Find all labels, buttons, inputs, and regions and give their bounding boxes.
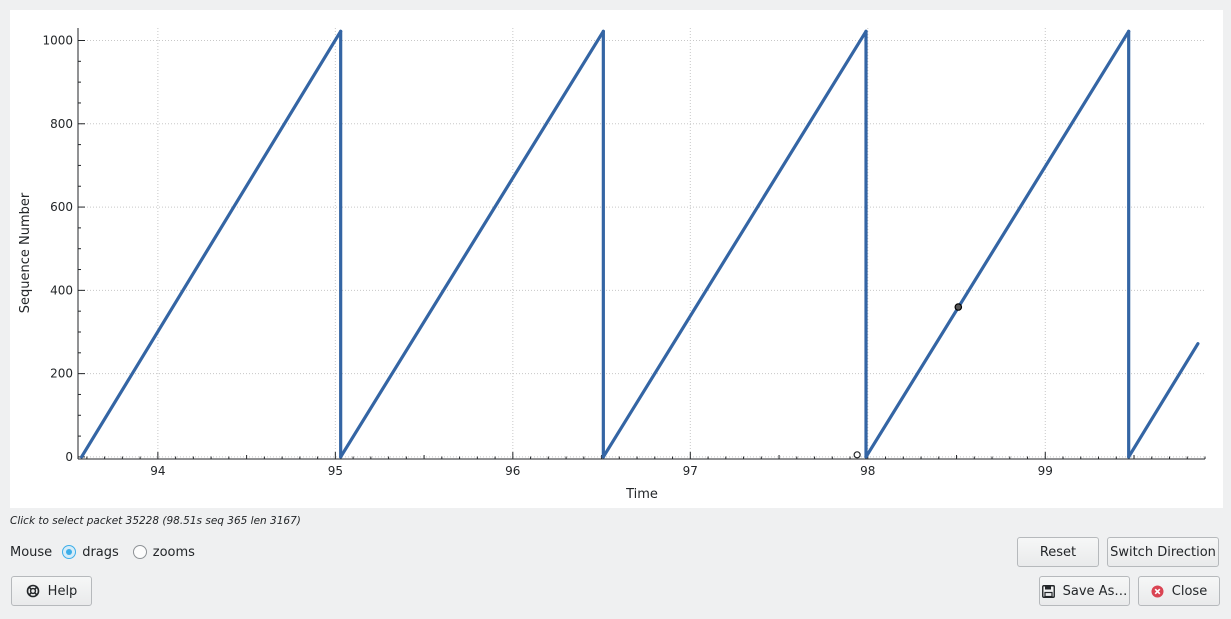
x-tick-label: 96 bbox=[505, 464, 520, 478]
drags-radio-label: drags bbox=[82, 544, 119, 560]
x-tick-label: 99 bbox=[1038, 464, 1053, 478]
status-hint: Click to select packet 35228 (98.51s seq… bbox=[10, 515, 301, 527]
selected-packet-marker bbox=[954, 303, 963, 311]
y-tick-label: 800 bbox=[50, 117, 73, 131]
lifebuoy-icon bbox=[26, 584, 40, 598]
switch-direction-button[interactable]: Switch Direction bbox=[1107, 537, 1219, 567]
open-circle-marker bbox=[853, 451, 861, 459]
y-tick-label: 1000 bbox=[42, 33, 73, 47]
x-tick-label: 97 bbox=[683, 464, 698, 478]
y-tick-label: 600 bbox=[50, 200, 73, 214]
x-tick-label: 94 bbox=[150, 464, 165, 478]
mouse-label: Mouse bbox=[10, 544, 53, 560]
sequence-segment bbox=[1127, 342, 1200, 459]
help-button[interactable]: Help bbox=[11, 576, 92, 606]
close-button-label: Close bbox=[1171, 583, 1208, 599]
y-tick-label: 0 bbox=[65, 450, 73, 464]
floppy-disk-icon bbox=[1041, 584, 1055, 598]
red-x-circle-icon bbox=[1151, 585, 1164, 598]
graph-panel[interactable]: 94 95 96 97 98 99 0 200 400 600 800 1000 Time Seque… bbox=[10, 10, 1223, 508]
x-tick-label: 98 bbox=[860, 464, 875, 478]
sequence-segment bbox=[601, 29, 868, 459]
drags-radio[interactable]: drags bbox=[62, 545, 119, 560]
help-button-label: Help bbox=[47, 583, 78, 599]
zooms-radio-label: zooms bbox=[152, 544, 195, 560]
mouse-mode-group: Mouse drags zooms bbox=[10, 542, 209, 562]
reset-button-label: Reset bbox=[1039, 544, 1077, 560]
save-as-button[interactable]: Save As… bbox=[1039, 576, 1130, 606]
sequence-segment bbox=[79, 29, 343, 459]
close-button[interactable]: Close bbox=[1138, 576, 1220, 606]
y-tick-label: 200 bbox=[50, 367, 73, 381]
sequence-segment bbox=[864, 29, 1131, 459]
sequence-segment bbox=[339, 29, 605, 459]
tcp-stream-graph[interactable]: 94 95 96 97 98 99 0 200 400 600 800 1000 Time Seque… bbox=[10, 10, 1223, 508]
zooms-radio[interactable]: zooms bbox=[132, 544, 195, 560]
radio-indicator-drags[interactable] bbox=[62, 545, 77, 559]
radio-indicator-zooms[interactable] bbox=[132, 545, 147, 559]
reset-button[interactable]: Reset bbox=[1017, 537, 1099, 567]
save-as-label: Save As… bbox=[1062, 583, 1128, 599]
y-tick-label: 400 bbox=[50, 283, 73, 297]
switch-direction-label: Switch Direction bbox=[1110, 544, 1216, 560]
y-axis-label: Sequence Number bbox=[18, 192, 33, 313]
x-tick-label: 95 bbox=[328, 464, 343, 478]
x-axis-label: Time bbox=[625, 487, 658, 502]
